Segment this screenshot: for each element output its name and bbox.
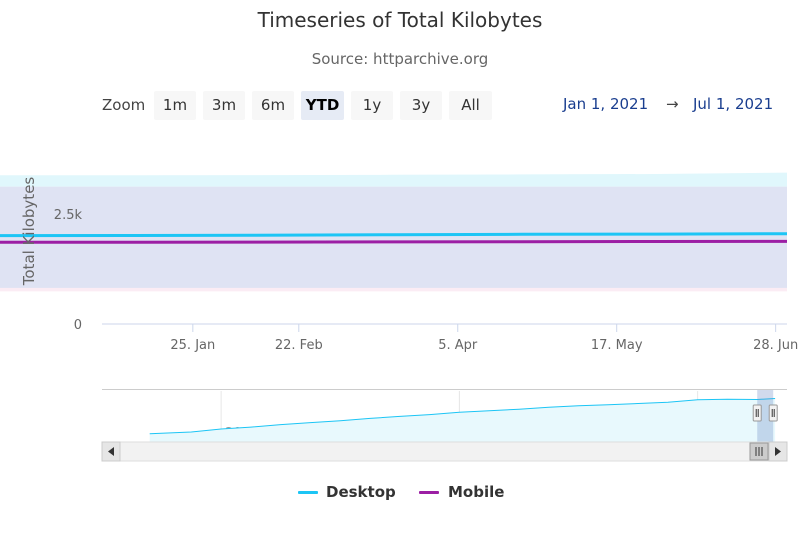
navigator-desktop-area [149, 398, 776, 442]
zoom-button-6m[interactable]: 6m [252, 91, 294, 120]
chart-subtitle: Source: httparchive.org [311, 50, 489, 68]
scroll-right-arrow-icon [775, 447, 781, 456]
navigator-selected-range [757, 390, 774, 442]
scroll-left-arrow-icon [108, 447, 114, 456]
legend-item-mobile[interactable]: Mobile [448, 483, 505, 501]
series-line-desktop [0, 232, 788, 238]
x-tick-label: 22. Feb [275, 338, 323, 353]
x-tick-label: 5. Apr [438, 338, 478, 353]
legend-item-desktop[interactable]: Desktop [326, 483, 396, 501]
overlap-range-band [0, 186, 787, 288]
range-to-input[interactable]: Jul 1, 2021 [693, 95, 774, 113]
range-from-input[interactable]: Jan 1, 2021 [563, 95, 649, 113]
zoom-button-all[interactable]: All [449, 91, 492, 120]
zoom-button-3y[interactable]: 3y [400, 91, 442, 120]
range-arrow-icon: → [666, 95, 679, 113]
navigator-desktop-line [149, 398, 776, 435]
navigator-right-handle[interactable] [768, 404, 778, 422]
chart-title: Timeseries of Total Kilobytes [257, 8, 543, 32]
legend-desktop-swatch [298, 491, 318, 494]
y-tick-label: 0 [74, 318, 82, 333]
navigator-left-handle[interactable] [752, 404, 762, 422]
x-tick-label: 28. Jun [753, 338, 798, 353]
x-tick-label: 25. Jan [170, 338, 215, 353]
legend-mobile-swatch [419, 491, 439, 494]
y-axis-title: Total Kilobytes [20, 177, 38, 287]
series-line-mobile [0, 239, 788, 244]
zoom-button-1m[interactable]: 1m [154, 91, 196, 120]
zoom-button-3m[interactable]: 3m [203, 91, 245, 120]
zoom-button-ytd[interactable]: YTD [301, 91, 344, 120]
y-tick-label: 2.5k [54, 208, 83, 223]
x-tick-label: 17. May [591, 338, 643, 353]
zoom-label: Zoom [102, 96, 146, 114]
zoom-button-1y[interactable]: 1y [351, 91, 393, 120]
scrollbar-track[interactable] [101, 441, 788, 462]
